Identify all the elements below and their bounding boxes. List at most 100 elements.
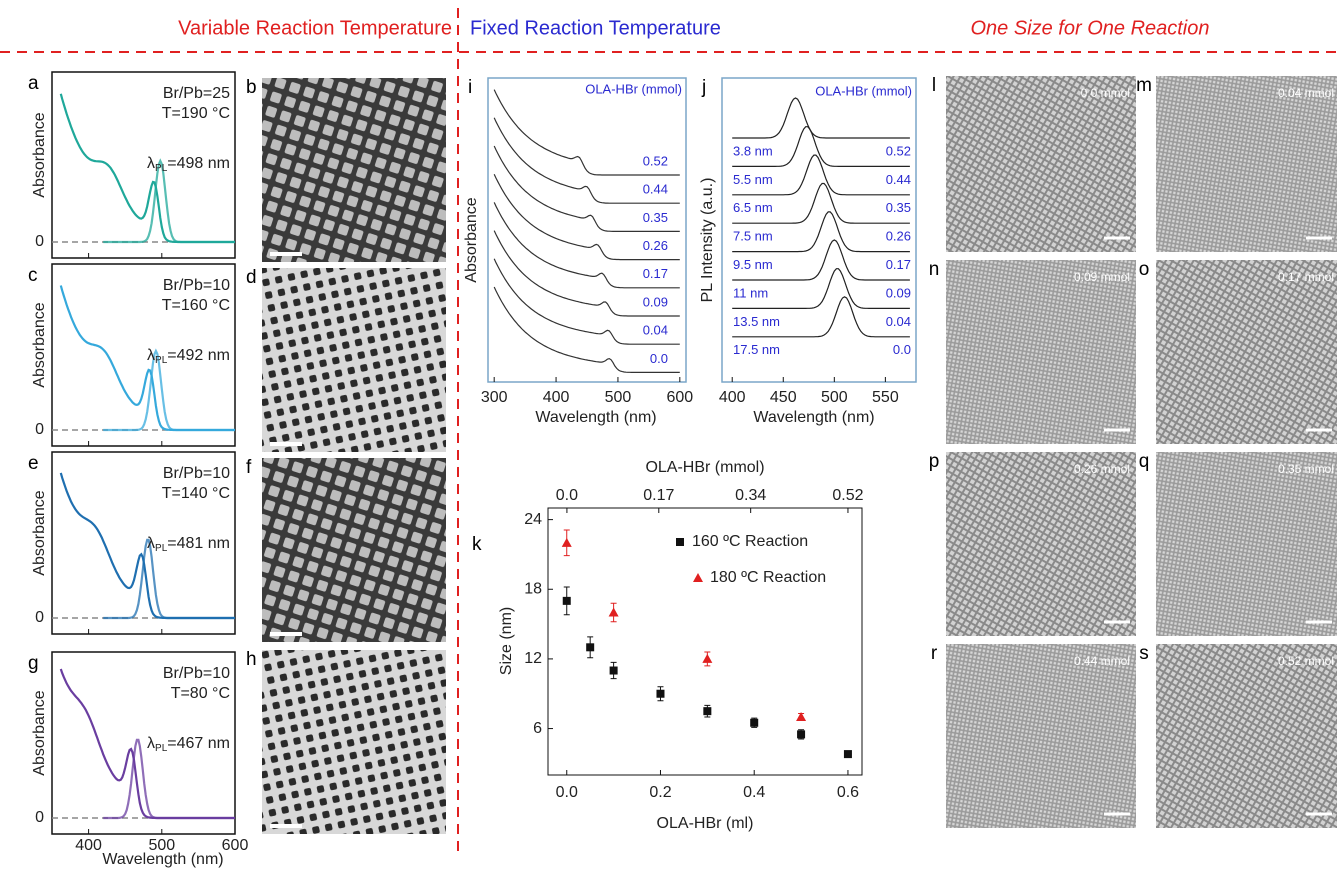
amount-label: 0.04 bbox=[886, 314, 911, 329]
size-label: 5.5 nm bbox=[733, 172, 773, 187]
pl-curve bbox=[103, 348, 235, 432]
panel-letter: h bbox=[246, 649, 257, 670]
tem-image bbox=[946, 76, 1136, 252]
amount-label: 0.0 bbox=[893, 342, 911, 357]
marker bbox=[561, 537, 572, 547]
panel-letter: b bbox=[246, 77, 257, 98]
panel-letter: l bbox=[932, 75, 936, 96]
tem-image bbox=[1156, 260, 1337, 444]
y-tick-label: 0 bbox=[35, 609, 44, 626]
x-tick-label: 500 bbox=[605, 389, 632, 406]
x-axis-label: Wavelength (nm) bbox=[535, 409, 656, 426]
pl-curve bbox=[732, 239, 910, 281]
ratio-label: Br/Pb=10 bbox=[163, 665, 230, 682]
tem-image bbox=[946, 452, 1136, 636]
y-axis-label: Absorbance bbox=[31, 302, 48, 387]
x-tick-label: 500 bbox=[821, 389, 848, 406]
y-axis-label: Absorbance bbox=[31, 690, 48, 775]
marker bbox=[702, 653, 713, 663]
header: One Size for One Reaction bbox=[970, 17, 1209, 39]
subscript: PL bbox=[155, 743, 168, 754]
legend-marker bbox=[693, 573, 703, 582]
marker bbox=[656, 689, 665, 698]
amount-label: 0.35 bbox=[643, 210, 668, 225]
pl-curve bbox=[732, 268, 910, 309]
y-axis-label: Size (nm) bbox=[498, 607, 515, 675]
x2-tick-label: 0.34 bbox=[735, 487, 766, 504]
x-tick-label: 400 bbox=[543, 389, 570, 406]
panel-letter: d bbox=[246, 267, 257, 288]
absorbance-curve bbox=[493, 117, 680, 204]
amount-label: 0.44 bbox=[886, 172, 911, 187]
tem-label: 0.52 mmol bbox=[1278, 654, 1334, 668]
amount-label: 0.04 bbox=[643, 323, 668, 338]
plot-frame bbox=[51, 651, 236, 835]
size-label: 3.8 nm bbox=[733, 143, 773, 158]
tem-image bbox=[262, 650, 446, 834]
x-tick-label: 300 bbox=[481, 389, 508, 406]
panel-letter: r bbox=[931, 643, 938, 664]
marker bbox=[797, 730, 806, 739]
marker bbox=[562, 596, 571, 605]
subscript: PL bbox=[155, 163, 168, 174]
marker bbox=[586, 643, 595, 652]
peak-label: λPL=481 nm bbox=[147, 535, 230, 553]
amount-label: 0.52 bbox=[643, 153, 668, 168]
tem-image bbox=[946, 644, 1136, 828]
amount-label: 0.17 bbox=[643, 266, 668, 281]
ratio-label: Br/Pb=25 bbox=[163, 85, 230, 102]
lambda: λ bbox=[147, 735, 155, 752]
plot-frame bbox=[721, 77, 917, 383]
absorbance-curve bbox=[493, 173, 680, 261]
x2-tick-label: 0.17 bbox=[643, 487, 674, 504]
panel-letter: q bbox=[1139, 451, 1150, 472]
y-axis-label: Absorbance bbox=[31, 112, 48, 197]
x2-tick-label: 0.52 bbox=[832, 487, 863, 504]
tem-image bbox=[262, 268, 446, 452]
amount-label: 0.44 bbox=[643, 182, 668, 197]
panel-letter: e bbox=[28, 453, 39, 474]
tem-label: 0.0 mmol bbox=[1081, 86, 1130, 100]
plot-frame bbox=[547, 507, 863, 776]
panel-letter: s bbox=[1139, 643, 1149, 664]
plot-frame bbox=[51, 263, 236, 447]
lambda: λ bbox=[147, 535, 155, 552]
tem-image bbox=[1156, 644, 1337, 828]
marker bbox=[750, 718, 759, 727]
tem-image bbox=[1156, 76, 1337, 252]
lambda: λ bbox=[147, 347, 155, 364]
amount-label: 0.09 bbox=[643, 294, 668, 309]
tem-image bbox=[1156, 452, 1337, 636]
amount-label: 0.09 bbox=[886, 285, 911, 300]
x-tick-label: 400 bbox=[719, 389, 746, 406]
tem-image bbox=[262, 78, 446, 262]
x-axis-label: Wavelength (nm) bbox=[102, 851, 223, 868]
peak-label: λPL=492 nm bbox=[147, 347, 230, 365]
legend-marker bbox=[676, 538, 684, 546]
legend-title: OLA-HBr (mmol) bbox=[585, 81, 682, 96]
absorbance-curve bbox=[493, 202, 680, 289]
pl-curve bbox=[103, 538, 235, 620]
marker bbox=[703, 707, 712, 716]
peak-label: λPL=467 nm bbox=[147, 735, 230, 753]
size-label: 9.5 nm bbox=[733, 257, 773, 272]
amount-label: 0.26 bbox=[643, 238, 668, 253]
tem-label: 0.26 mmol bbox=[1074, 462, 1130, 476]
y-axis-label: Absorbance bbox=[31, 490, 48, 575]
panel-letter: k bbox=[472, 534, 482, 555]
pl-curve bbox=[732, 154, 910, 196]
peak-value: =467 nm bbox=[167, 735, 230, 752]
x-axis-label: Wavelength (nm) bbox=[753, 409, 874, 426]
pl-curve bbox=[103, 738, 235, 820]
subscript: PL bbox=[155, 355, 168, 366]
x-tick-label: 0.2 bbox=[649, 784, 671, 801]
panel-letter: o bbox=[1139, 259, 1150, 280]
x-tick-label: 550 bbox=[872, 389, 899, 406]
tem-label: 0.09 mmol bbox=[1074, 270, 1130, 284]
marker bbox=[608, 607, 619, 617]
tem-label: 0.04 mmol bbox=[1278, 86, 1334, 100]
absorbance-curve bbox=[493, 258, 680, 345]
amount-label: 0.52 bbox=[886, 143, 911, 158]
y-tick-label: 0 bbox=[35, 809, 44, 826]
